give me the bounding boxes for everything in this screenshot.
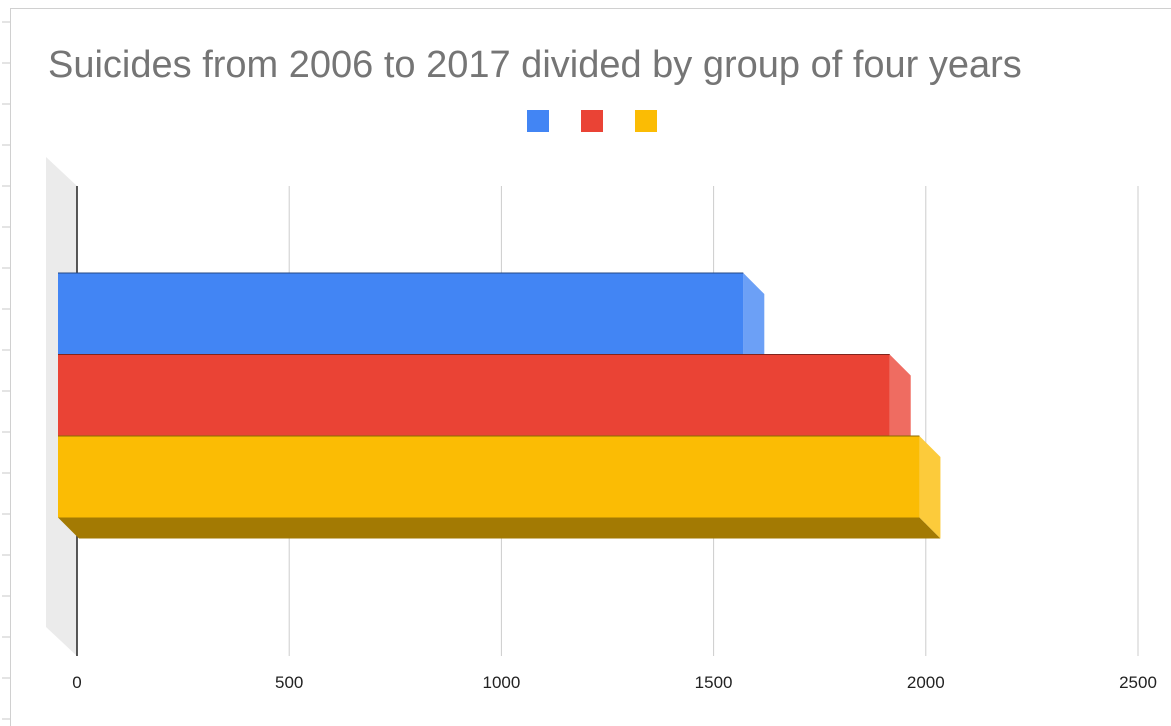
x-tick-label: 2000	[907, 673, 945, 692]
x-tick-label: 0	[72, 673, 81, 692]
legend-swatch-2	[581, 110, 603, 132]
x-axis-tick-labels: 0 500 1000 1500 2000 2500	[72, 673, 1157, 692]
bar-side-1	[743, 273, 765, 376]
bars	[58, 272, 941, 539]
ruler-ticks	[2, 21, 10, 720]
x-tick-label: 1500	[695, 673, 733, 692]
bar-side-2	[889, 354, 911, 457]
bar-side-3	[919, 436, 941, 539]
legend-swatch-1	[527, 110, 549, 132]
legend-swatch-3	[635, 110, 657, 132]
bar-2	[58, 354, 890, 436]
x-tick-label: 2500	[1119, 673, 1157, 692]
bar-1	[58, 273, 744, 355]
chart-frame	[10, 8, 1171, 726]
x-tick-label: 1000	[482, 673, 520, 692]
x-tick-label: 500	[275, 673, 303, 692]
legend	[527, 110, 657, 132]
bar-bottom-3	[58, 517, 941, 539]
chart-title: Suicides from 2006 to 2017 divided by gr…	[48, 44, 1022, 86]
bar-3	[58, 436, 920, 518]
